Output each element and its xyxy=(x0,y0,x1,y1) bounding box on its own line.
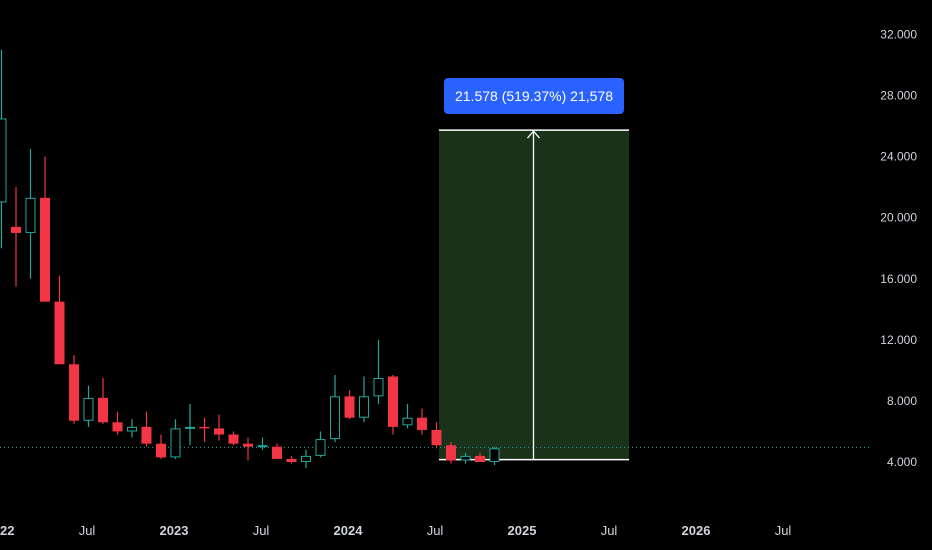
candle xyxy=(373,339,384,404)
candle-body xyxy=(315,439,326,456)
time-tick-label: 2024 xyxy=(334,523,364,538)
candle-body xyxy=(301,455,311,462)
candle xyxy=(272,443,282,459)
candle-body xyxy=(199,426,210,429)
candle-body xyxy=(489,448,500,462)
candle-body xyxy=(402,417,413,426)
candle xyxy=(98,378,108,424)
candle xyxy=(301,449,311,469)
candle xyxy=(54,275,65,365)
candle xyxy=(388,374,398,435)
price-tick-label: 28.000 xyxy=(880,89,917,103)
candle-body xyxy=(286,458,297,462)
time-tick-label: Jul xyxy=(253,523,270,538)
candle-body xyxy=(373,378,384,397)
candle xyxy=(243,437,253,461)
candle xyxy=(0,49,7,249)
candle xyxy=(286,455,297,464)
candle xyxy=(127,419,137,438)
candle-body xyxy=(83,397,94,421)
candle-body xyxy=(388,376,398,427)
price-axis[interactable]: 4.000 8.000 12.000 16.000 20.000 24.000 28.000… xyxy=(880,27,917,469)
candle xyxy=(431,422,442,449)
time-tick-label: 2025 xyxy=(508,523,537,538)
candle-body xyxy=(446,445,456,461)
candle-body xyxy=(112,422,123,432)
time-tick-label: 2022 xyxy=(0,523,14,538)
candle xyxy=(141,411,152,447)
time-tick-label: Jul xyxy=(427,523,444,538)
candle-body xyxy=(330,396,340,440)
candle xyxy=(40,156,50,302)
time-tick-label: 2026 xyxy=(682,523,711,538)
candle-body xyxy=(127,426,137,432)
measure-label-badge[interactable] xyxy=(444,78,624,114)
candles xyxy=(0,49,500,469)
candle-body xyxy=(417,417,427,430)
candle xyxy=(257,437,268,450)
candle xyxy=(330,374,340,443)
price-tick-label: 12.000 xyxy=(880,333,917,347)
candle xyxy=(112,411,123,435)
candle xyxy=(214,414,224,441)
candle-body xyxy=(98,397,108,423)
candle-body xyxy=(228,434,239,444)
time-tick-label: 2023 xyxy=(160,523,189,538)
candle xyxy=(185,403,195,446)
candle xyxy=(344,390,355,420)
candle-body xyxy=(69,364,79,421)
time-axis[interactable]: 2022 Jul 2023 Jul 2024 Jul 2025 Jul 2026 Jul xyxy=(0,523,791,538)
candle-body xyxy=(40,197,50,302)
candle-body xyxy=(344,396,355,418)
candle-body xyxy=(272,446,282,459)
price-tick-label: 24.000 xyxy=(880,150,917,164)
candle xyxy=(11,187,21,287)
candle-body xyxy=(185,426,195,429)
candle-body xyxy=(11,226,21,233)
measure-label-text: 21.578 (519.37%) 21,578 xyxy=(455,88,613,104)
candle-body xyxy=(214,428,224,435)
candle-body xyxy=(156,443,166,458)
measure-tool[interactable] xyxy=(439,129,629,461)
candle xyxy=(460,452,471,464)
candle-body xyxy=(431,429,442,446)
candle xyxy=(228,431,239,446)
time-tick-label: Jul xyxy=(775,523,792,538)
price-tick-label: 4.000 xyxy=(887,455,917,469)
candle xyxy=(402,403,413,429)
candle xyxy=(315,431,326,458)
candle-body xyxy=(170,428,181,458)
candle xyxy=(489,446,500,466)
measure-arrow-head-icon xyxy=(527,130,540,139)
candle-body xyxy=(25,197,36,233)
time-tick-label: Jul xyxy=(601,523,618,538)
candle xyxy=(170,419,181,459)
measure-label[interactable]: 21.578 (519.37%) 21,578 xyxy=(444,78,624,114)
price-tick-label: 8.000 xyxy=(887,394,917,408)
candle-body xyxy=(460,455,471,461)
price-tick-label: 32.000 xyxy=(880,27,917,41)
candle xyxy=(446,442,456,464)
candle-body xyxy=(359,396,369,418)
time-tick-label: Jul xyxy=(79,523,96,538)
candle-body xyxy=(257,445,268,448)
candle xyxy=(417,408,427,435)
candle xyxy=(199,417,210,443)
candle-body xyxy=(243,443,253,447)
price-tick-label: 16.000 xyxy=(880,272,917,286)
candle xyxy=(475,452,485,462)
candle xyxy=(25,148,36,279)
candle xyxy=(156,434,166,459)
candle-body xyxy=(475,455,485,462)
candle-body xyxy=(54,301,65,365)
candle-body xyxy=(141,426,152,444)
candle xyxy=(359,376,369,423)
price-tick-label: 20.000 xyxy=(880,211,917,225)
candle-body xyxy=(0,118,7,203)
candle xyxy=(69,355,79,424)
candle xyxy=(83,385,94,427)
